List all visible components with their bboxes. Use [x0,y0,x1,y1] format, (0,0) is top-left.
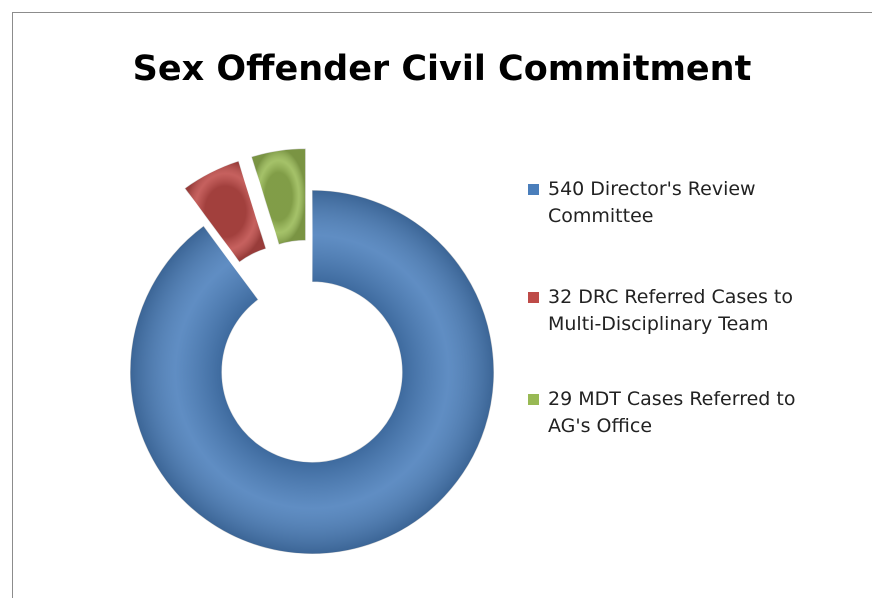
legend-item: 540 Director's Review Committee [528,176,828,230]
legend-label: 32 DRC Referred Cases to Multi-Disciplin… [548,286,793,335]
legend-label: 540 Director's Review Committee [548,178,756,227]
legend-swatch [528,292,539,303]
legend-label: 29 MDT Cases Referred to AG's Office [548,388,796,437]
legend-item: 29 MDT Cases Referred to AG's Office [528,386,828,440]
chart-title: Sex Offender Civil Commitment [133,49,752,89]
legend-swatch [528,394,539,405]
legend-item: 32 DRC Referred Cases to Multi-Disciplin… [528,284,828,338]
legend-swatch [528,184,539,195]
chart-frame [12,12,872,598]
doughnut-slice [129,189,495,555]
